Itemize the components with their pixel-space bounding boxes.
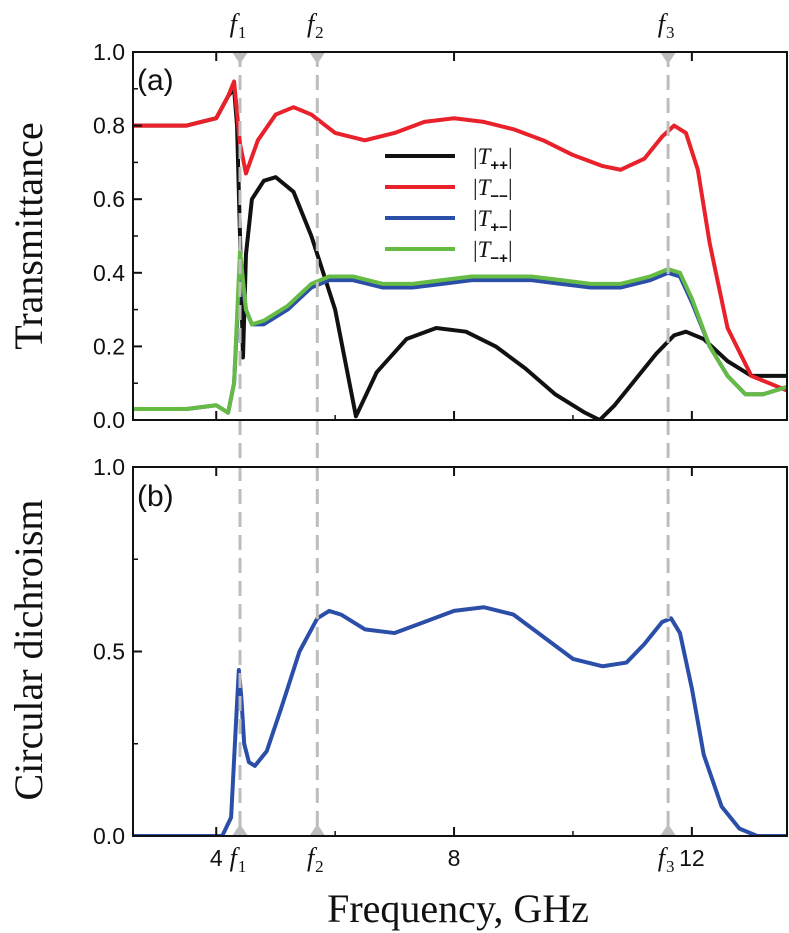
- y-axis-title-transmittance: Transmittance: [6, 122, 51, 349]
- panel-label-b: (b): [137, 480, 174, 513]
- series-layer: [133, 79, 787, 836]
- x-axis-title: Frequency, GHz: [327, 886, 589, 931]
- y-tick-label-a-0-2: 0.2: [93, 333, 125, 359]
- marker-triangle-top-f1: [232, 52, 249, 64]
- panel-label-a: (a): [137, 64, 174, 97]
- frequency-markers: f1 f1 f2 f2 f3 f3: [230, 9, 677, 876]
- marker-label-bottom-f1: f1: [230, 843, 247, 876]
- x-tick-label-4: 4: [210, 845, 223, 871]
- legend-label-t: |T−−|: [473, 175, 513, 205]
- legend-label-t: |T+−|: [473, 206, 513, 236]
- x-tick-label-8: 8: [448, 845, 461, 871]
- y-tick-label-a-0-6: 0.6: [93, 186, 125, 212]
- y-tick-label-a-0-0: 0.0: [93, 407, 125, 433]
- series-line-a-t: [133, 79, 787, 393]
- y-axis-title-circular-dichroism: Circular dichroism: [6, 499, 51, 800]
- marker-triangle-bottom-f3: [660, 824, 677, 836]
- legend-label-t: |T++|: [473, 144, 513, 174]
- y-tick-label-b-0-0: 0.0: [93, 823, 125, 849]
- legend-label-t: |T−+|: [473, 237, 513, 267]
- y-tick-label-a-1-0: 1.0: [93, 39, 125, 65]
- marker-triangle-top-f2: [309, 52, 326, 64]
- marker-triangle-top-f3: [660, 52, 677, 64]
- marker-triangle-bottom-f1: [232, 824, 249, 836]
- series-line-b-cd-0: [133, 605, 787, 836]
- y-tick-label-a-0-4: 0.4: [93, 260, 125, 286]
- labels-layer: Transmittance Circular dichroism Frequen…: [6, 64, 589, 931]
- plot-frame-a: [132, 51, 788, 421]
- marker-label-top-f1: f1: [230, 9, 247, 42]
- marker-label-top-f2: f2: [307, 9, 324, 42]
- marker-triangle-bottom-f2: [309, 824, 326, 836]
- axes-layer: 0.0 0.2 0.4 0.6 0.8 1.0 0.0 0.5 1.0 4 8 12: [93, 39, 788, 871]
- marker-label-bottom-f2: f2: [307, 843, 324, 876]
- y-tick-label-b-1-0: 1.0: [93, 454, 125, 480]
- y-tick-label-a-0-8: 0.8: [93, 113, 125, 139]
- y-tick-label-b-0-5: 0.5: [93, 639, 125, 665]
- marker-label-bottom-f3: f3: [658, 843, 675, 876]
- legend: |T++||T−−||T+−||T−+|: [385, 144, 513, 267]
- marker-label-top-f3: f3: [658, 9, 675, 42]
- x-tick-label-12: 12: [679, 845, 705, 871]
